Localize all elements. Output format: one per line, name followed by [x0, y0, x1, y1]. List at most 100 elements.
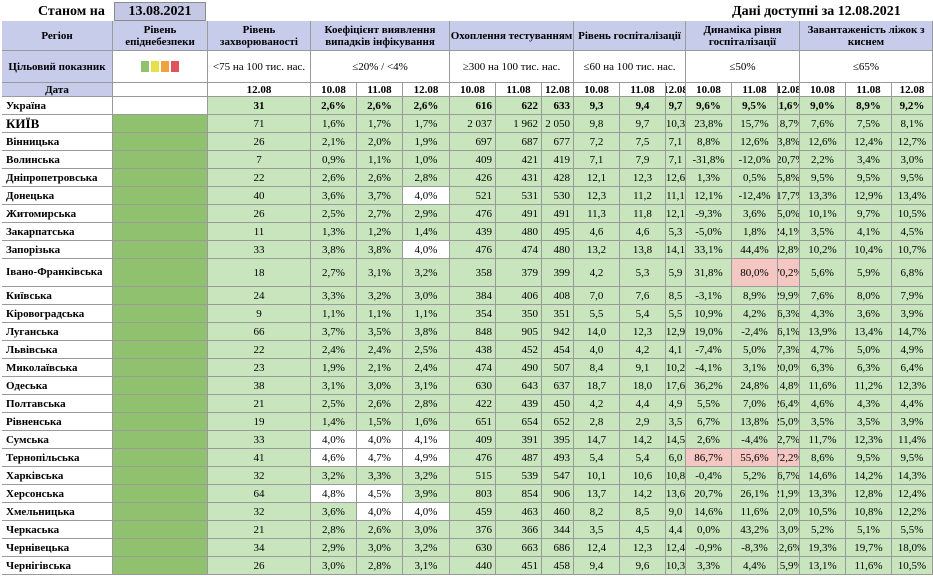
- hosp-value: 5,3: [666, 223, 686, 241]
- hosp-value: 12,9: [666, 323, 686, 341]
- hosp-value: 11,1: [666, 187, 686, 205]
- oxy-value: 2,2%: [800, 151, 846, 169]
- oxy-value: 19,3%: [800, 539, 846, 557]
- test-value: 942: [542, 323, 574, 341]
- hosp-value: 9,3: [574, 97, 620, 115]
- hosp-value: 12,3: [620, 169, 666, 187]
- test-value: 399: [542, 259, 574, 287]
- dyn-value: 86,7%: [686, 449, 732, 467]
- test-value: 2 050: [542, 115, 574, 133]
- region-name: Луганська: [2, 323, 113, 341]
- hosp-value: 4,4: [620, 395, 666, 413]
- det-value: 1,9%: [311, 359, 357, 377]
- epidemic-level-cell: [113, 169, 208, 187]
- dyn-value: 12,6%: [732, 133, 778, 151]
- morbidity-value: 71: [208, 115, 311, 133]
- hosp-value: 9,4: [574, 557, 620, 575]
- date-cell: 10.08: [574, 83, 620, 97]
- test-value: 905: [496, 323, 542, 341]
- region-name: Херсонська: [2, 485, 113, 503]
- column-header-epidemic_level: Рівень епіднебезпеки: [113, 21, 208, 51]
- test-value: 426: [450, 169, 496, 187]
- date-cell: 12.08: [542, 83, 574, 97]
- region-name: Волинська: [2, 151, 113, 169]
- test-value: 422: [450, 395, 496, 413]
- date-cell: 11.08: [846, 83, 892, 97]
- hosp-value: 12,6: [666, 169, 686, 187]
- test-value: 633: [542, 97, 574, 115]
- test-value: 459: [450, 503, 496, 521]
- oxy-value: 9,2%: [892, 97, 933, 115]
- epidemic-level-cell: [113, 539, 208, 557]
- target-label: Цільовий показник: [2, 51, 113, 83]
- test-value: 495: [542, 223, 574, 241]
- test-value: 421: [496, 151, 542, 169]
- oxy-value: 19,7%: [846, 539, 892, 557]
- det-value: 3,2%: [403, 259, 450, 287]
- det-value: 1,2%: [357, 223, 403, 241]
- test-value: 616: [450, 97, 496, 115]
- dyn-value: 19,0%: [686, 323, 732, 341]
- det-value: 2,6%: [357, 169, 403, 187]
- dyn-value: 14,6%: [686, 503, 732, 521]
- det-value: 2,7%: [311, 259, 357, 287]
- legend-swatch-4: [171, 61, 179, 72]
- test-value: 686: [542, 539, 574, 557]
- oxy-value: 3,6%: [846, 305, 892, 323]
- morbidity-value: 32: [208, 467, 311, 485]
- test-value: 452: [496, 341, 542, 359]
- det-value: 1,1%: [403, 305, 450, 323]
- dyn-value: 80,0%: [732, 259, 778, 287]
- test-value: 491: [496, 205, 542, 223]
- hosp-value: 4,0: [574, 341, 620, 359]
- test-value: 438: [450, 341, 496, 359]
- oxy-value: 4,4%: [892, 395, 933, 413]
- as-of-date: 13.08.2021: [114, 2, 206, 21]
- oxy-value: 13,4%: [846, 323, 892, 341]
- test-value: 539: [496, 467, 542, 485]
- oxy-value: 12,4%: [846, 133, 892, 151]
- column-header-testing: Охоплення тестуванням: [450, 21, 574, 51]
- test-value: 474: [450, 359, 496, 377]
- test-value: 663: [496, 539, 542, 557]
- det-value: 1,7%: [403, 115, 450, 133]
- det-value: 2,9%: [403, 205, 450, 223]
- test-value: 391: [496, 431, 542, 449]
- dyn-value: 43,2%: [732, 521, 778, 539]
- test-value: 366: [496, 521, 542, 539]
- morbidity-value: 33: [208, 431, 311, 449]
- hosp-value: 13,2: [574, 241, 620, 259]
- oxy-value: 13,1%: [800, 557, 846, 575]
- oxy-value: 11,2%: [846, 377, 892, 395]
- test-value: 409: [450, 151, 496, 169]
- oxy-value: 9,5%: [892, 169, 933, 187]
- dyn-value: -31,8%: [686, 151, 732, 169]
- oxy-value: 7,6%: [800, 287, 846, 305]
- date-label: Дата: [2, 83, 113, 97]
- dyn-value: 5,8%: [778, 169, 800, 187]
- hosp-value: 2,8: [574, 413, 620, 431]
- hosp-value: 4,2: [574, 395, 620, 413]
- hosp-value: 9,8: [574, 115, 620, 133]
- epidemic-level-cell: [113, 133, 208, 151]
- dyn-value: 3,3%: [686, 557, 732, 575]
- date-cell: 12.08: [666, 83, 686, 97]
- oxy-value: 6,3%: [846, 359, 892, 377]
- target-testing: ≥300 на 100 тис. нас.: [450, 51, 574, 83]
- hosp-value: 5,4: [574, 449, 620, 467]
- hosp-value: 7,6: [620, 287, 666, 305]
- morbidity-value: 40: [208, 187, 311, 205]
- det-value: 3,8%: [357, 241, 403, 259]
- column-header-oxygen_load: Завантаженість ліжок з киснем: [800, 21, 933, 51]
- region-name: Київська: [2, 287, 113, 305]
- hosp-value: 12,1: [666, 205, 686, 223]
- oxy-value: 8,6%: [800, 449, 846, 467]
- hosp-value: 7,0: [574, 287, 620, 305]
- det-value: 3,0%: [357, 539, 403, 557]
- hosp-value: 7,1: [666, 151, 686, 169]
- target-morbidity: <75 на 100 тис. нас.: [208, 51, 311, 83]
- det-value: 4,6%: [311, 449, 357, 467]
- hosp-value: 3,5: [666, 413, 686, 431]
- det-value: 3,2%: [311, 467, 357, 485]
- det-value: 3,7%: [357, 187, 403, 205]
